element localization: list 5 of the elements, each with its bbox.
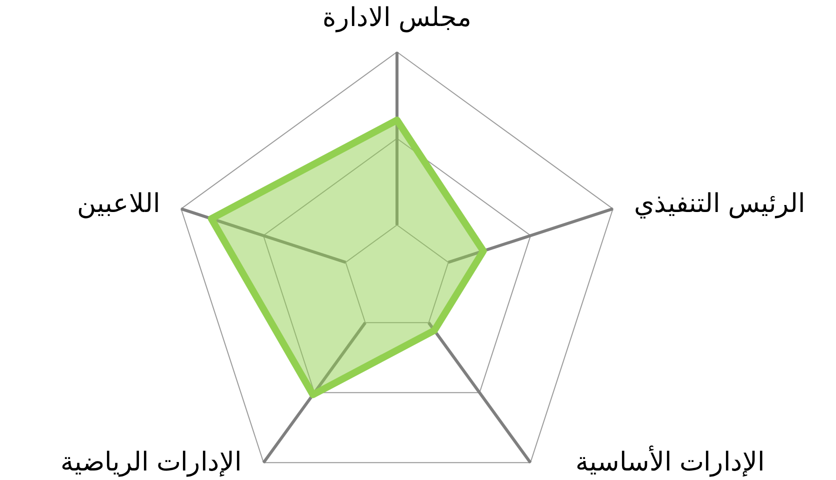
spoke-label: الإدارات الرياضية [60, 448, 242, 478]
spoke-label: الإدارات الأساسية [575, 444, 765, 478]
spoke-label: مجلس الادارة [322, 3, 472, 33]
spoke-label: اللاعبين [77, 189, 160, 220]
spoke-label: الرئيس التنفيذي [634, 189, 806, 220]
